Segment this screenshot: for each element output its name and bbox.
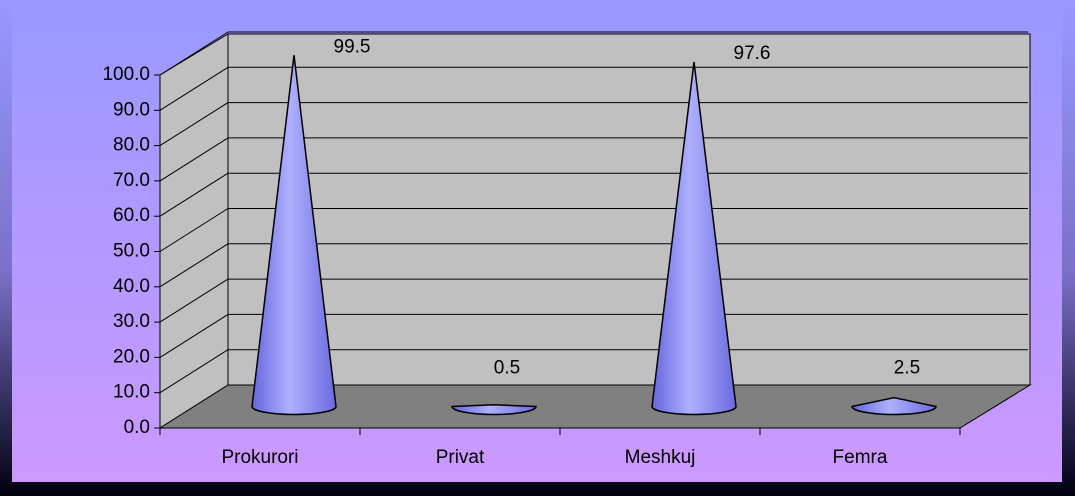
y-tick-label: 70.0 — [113, 170, 150, 191]
y-tick-label: 30.0 — [113, 311, 150, 332]
cone — [451, 403, 537, 416]
x-tick-label: Meshkuj — [625, 447, 696, 468]
grid-line — [159, 278, 229, 323]
grid-line — [159, 137, 229, 182]
side-wall — [159, 33, 229, 429]
cone — [851, 396, 937, 416]
cone — [251, 55, 337, 416]
grid-line — [159, 349, 229, 394]
y-tick-label: 10.0 — [113, 382, 150, 403]
y-tick-label: 50.0 — [113, 241, 150, 262]
data-label: 0.5 — [494, 358, 520, 379]
y-tick-label: 60.0 — [113, 205, 150, 226]
y-tick-label: 80.0 — [113, 135, 150, 156]
x-tick-label: Prokurori — [221, 447, 298, 468]
grid-line — [159, 102, 229, 147]
x-tick-label: Privat — [436, 447, 485, 468]
y-tick-label: 100.0 — [102, 64, 150, 85]
data-label: 97.6 — [734, 43, 771, 64]
data-label: 99.5 — [334, 36, 371, 57]
y-tick-label: 40.0 — [113, 276, 150, 297]
data-label: 2.5 — [894, 358, 920, 379]
grid-line — [159, 66, 229, 111]
grid-line — [159, 208, 229, 252]
y-tick-label: 90.0 — [113, 99, 150, 120]
grid-line — [159, 172, 229, 217]
grid-line — [159, 243, 229, 288]
grid-line — [159, 31, 229, 76]
x-tick-label: Femra — [833, 447, 888, 468]
back-wall — [227, 33, 1031, 386]
grid-line — [159, 313, 229, 358]
y-tick-label: 0.0 — [124, 417, 150, 438]
y-tick-label: 20.0 — [113, 346, 150, 367]
cone — [651, 61, 737, 416]
